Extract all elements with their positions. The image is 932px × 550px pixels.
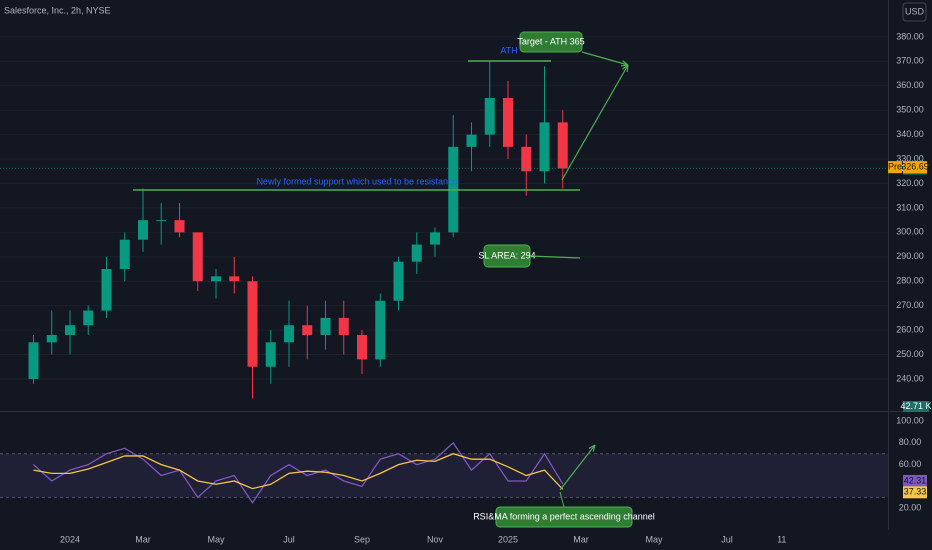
- y-tick-label: 60.00: [899, 459, 922, 469]
- candle-body: [156, 220, 167, 222]
- candle-body: [46, 334, 57, 343]
- candle-body: [302, 325, 313, 335]
- candle-body: [338, 317, 349, 335]
- candle-body: [539, 122, 550, 172]
- x-tick-label: Mar: [573, 534, 589, 544]
- x-tick-label: May: [645, 534, 663, 544]
- rsi-line: [33, 453, 564, 490]
- sl-label: SL AREA: 294: [478, 250, 535, 260]
- y-tick-label: 310.00: [896, 202, 924, 212]
- rsi-tag: [903, 486, 927, 499]
- candle-body: [484, 97, 495, 135]
- rsi-note-pointer: [559, 491, 565, 508]
- y-tick-label: 20.00: [899, 503, 922, 513]
- support-label: Newly formed support which used to be re…: [256, 176, 457, 186]
- rsi-note: RSI&MA forming a perfect ascending chann…: [473, 511, 655, 521]
- candle-body: [503, 97, 513, 147]
- currency-button[interactable]: [902, 2, 927, 22]
- candle-body: [284, 325, 294, 343]
- candle-body: [83, 310, 94, 326]
- x-tick-label: 11: [777, 534, 786, 544]
- candle-body: [411, 244, 422, 262]
- y-tick-label: 330.00: [896, 153, 924, 163]
- candle-body: [521, 146, 532, 172]
- candle-body: [28, 342, 39, 379]
- candle-body: [211, 276, 221, 282]
- pre-price: 326.69: [901, 162, 929, 172]
- x-tick-label: May: [207, 534, 225, 544]
- arrow-head: [588, 444, 596, 452]
- candle-body: [65, 325, 75, 335]
- candle-body: [357, 334, 367, 360]
- rsi-tag: [903, 474, 927, 487]
- candle-body: [430, 232, 440, 245]
- rsi-band: [0, 453, 888, 498]
- x-tick-label: Nov: [427, 534, 444, 544]
- candle-body: [557, 122, 568, 169]
- candle-body: [375, 300, 386, 360]
- target-label: Target - ATH 365: [517, 36, 584, 46]
- arrow: [561, 64, 629, 181]
- rsi-last-label: 42.31: [904, 475, 927, 485]
- candle-body: [393, 261, 404, 301]
- target-box: [519, 31, 583, 53]
- y-tick-label: 300.00: [896, 227, 924, 237]
- candle-body: [119, 239, 130, 270]
- y-tick-label: 370.00: [896, 56, 924, 66]
- candle-body: [192, 232, 203, 282]
- candle-body: [320, 317, 331, 335]
- candle-body: [247, 281, 258, 367]
- y-tick-label: 80.00: [899, 437, 922, 447]
- volume-tag-box: [903, 401, 929, 412]
- x-tick-label: Jul: [721, 534, 733, 544]
- y-tick-label: 290.00: [896, 251, 924, 261]
- y-tick-label: 280.00: [896, 276, 924, 286]
- currency[interactable]: USD: [905, 6, 925, 16]
- pre-tag-box: [888, 161, 902, 174]
- candle-body: [229, 276, 240, 282]
- x-tick-label: 2025: [498, 534, 518, 544]
- y-tick-label: 320.00: [896, 178, 924, 188]
- y-tick-label: 360.00: [896, 80, 924, 90]
- y-tick-label: 270.00: [896, 300, 924, 310]
- y-tick-label: 350.00: [896, 105, 924, 115]
- symbol-title: Salesforce, Inc., 2h, NYSE: [4, 5, 111, 15]
- x-tick-label: 2024: [60, 534, 80, 544]
- rsi-last-label: 37.33: [904, 487, 927, 497]
- pre-price-box: [903, 161, 927, 174]
- rsi-line: [33, 441, 564, 504]
- y-tick-label: 100.00: [896, 415, 924, 425]
- pre-tag: Pre: [888, 162, 902, 172]
- x-tick-label: Jul: [283, 534, 295, 544]
- y-tick-label: 240.00: [896, 373, 924, 383]
- sl-pointer: [529, 255, 581, 259]
- y-tick-label: 380.00: [896, 31, 924, 41]
- y-tick-label: 250.00: [896, 349, 924, 359]
- candle-body: [466, 134, 477, 147]
- candle-body: [138, 220, 148, 240]
- candle-body: [265, 342, 276, 367]
- y-tick-label: 260.00: [896, 324, 924, 334]
- y-tick-label: 340.00: [896, 129, 924, 139]
- arrow: [559, 444, 596, 491]
- arrow-head: [622, 64, 629, 73]
- ath-label: ATH: [500, 45, 517, 55]
- candle-body: [174, 220, 185, 233]
- arrow: [581, 51, 629, 66]
- x-tick-label: Mar: [135, 534, 151, 544]
- x-tick-label: Sep: [354, 534, 370, 544]
- volume-label: 42.71 K: [900, 401, 931, 411]
- candle-body: [101, 269, 112, 311]
